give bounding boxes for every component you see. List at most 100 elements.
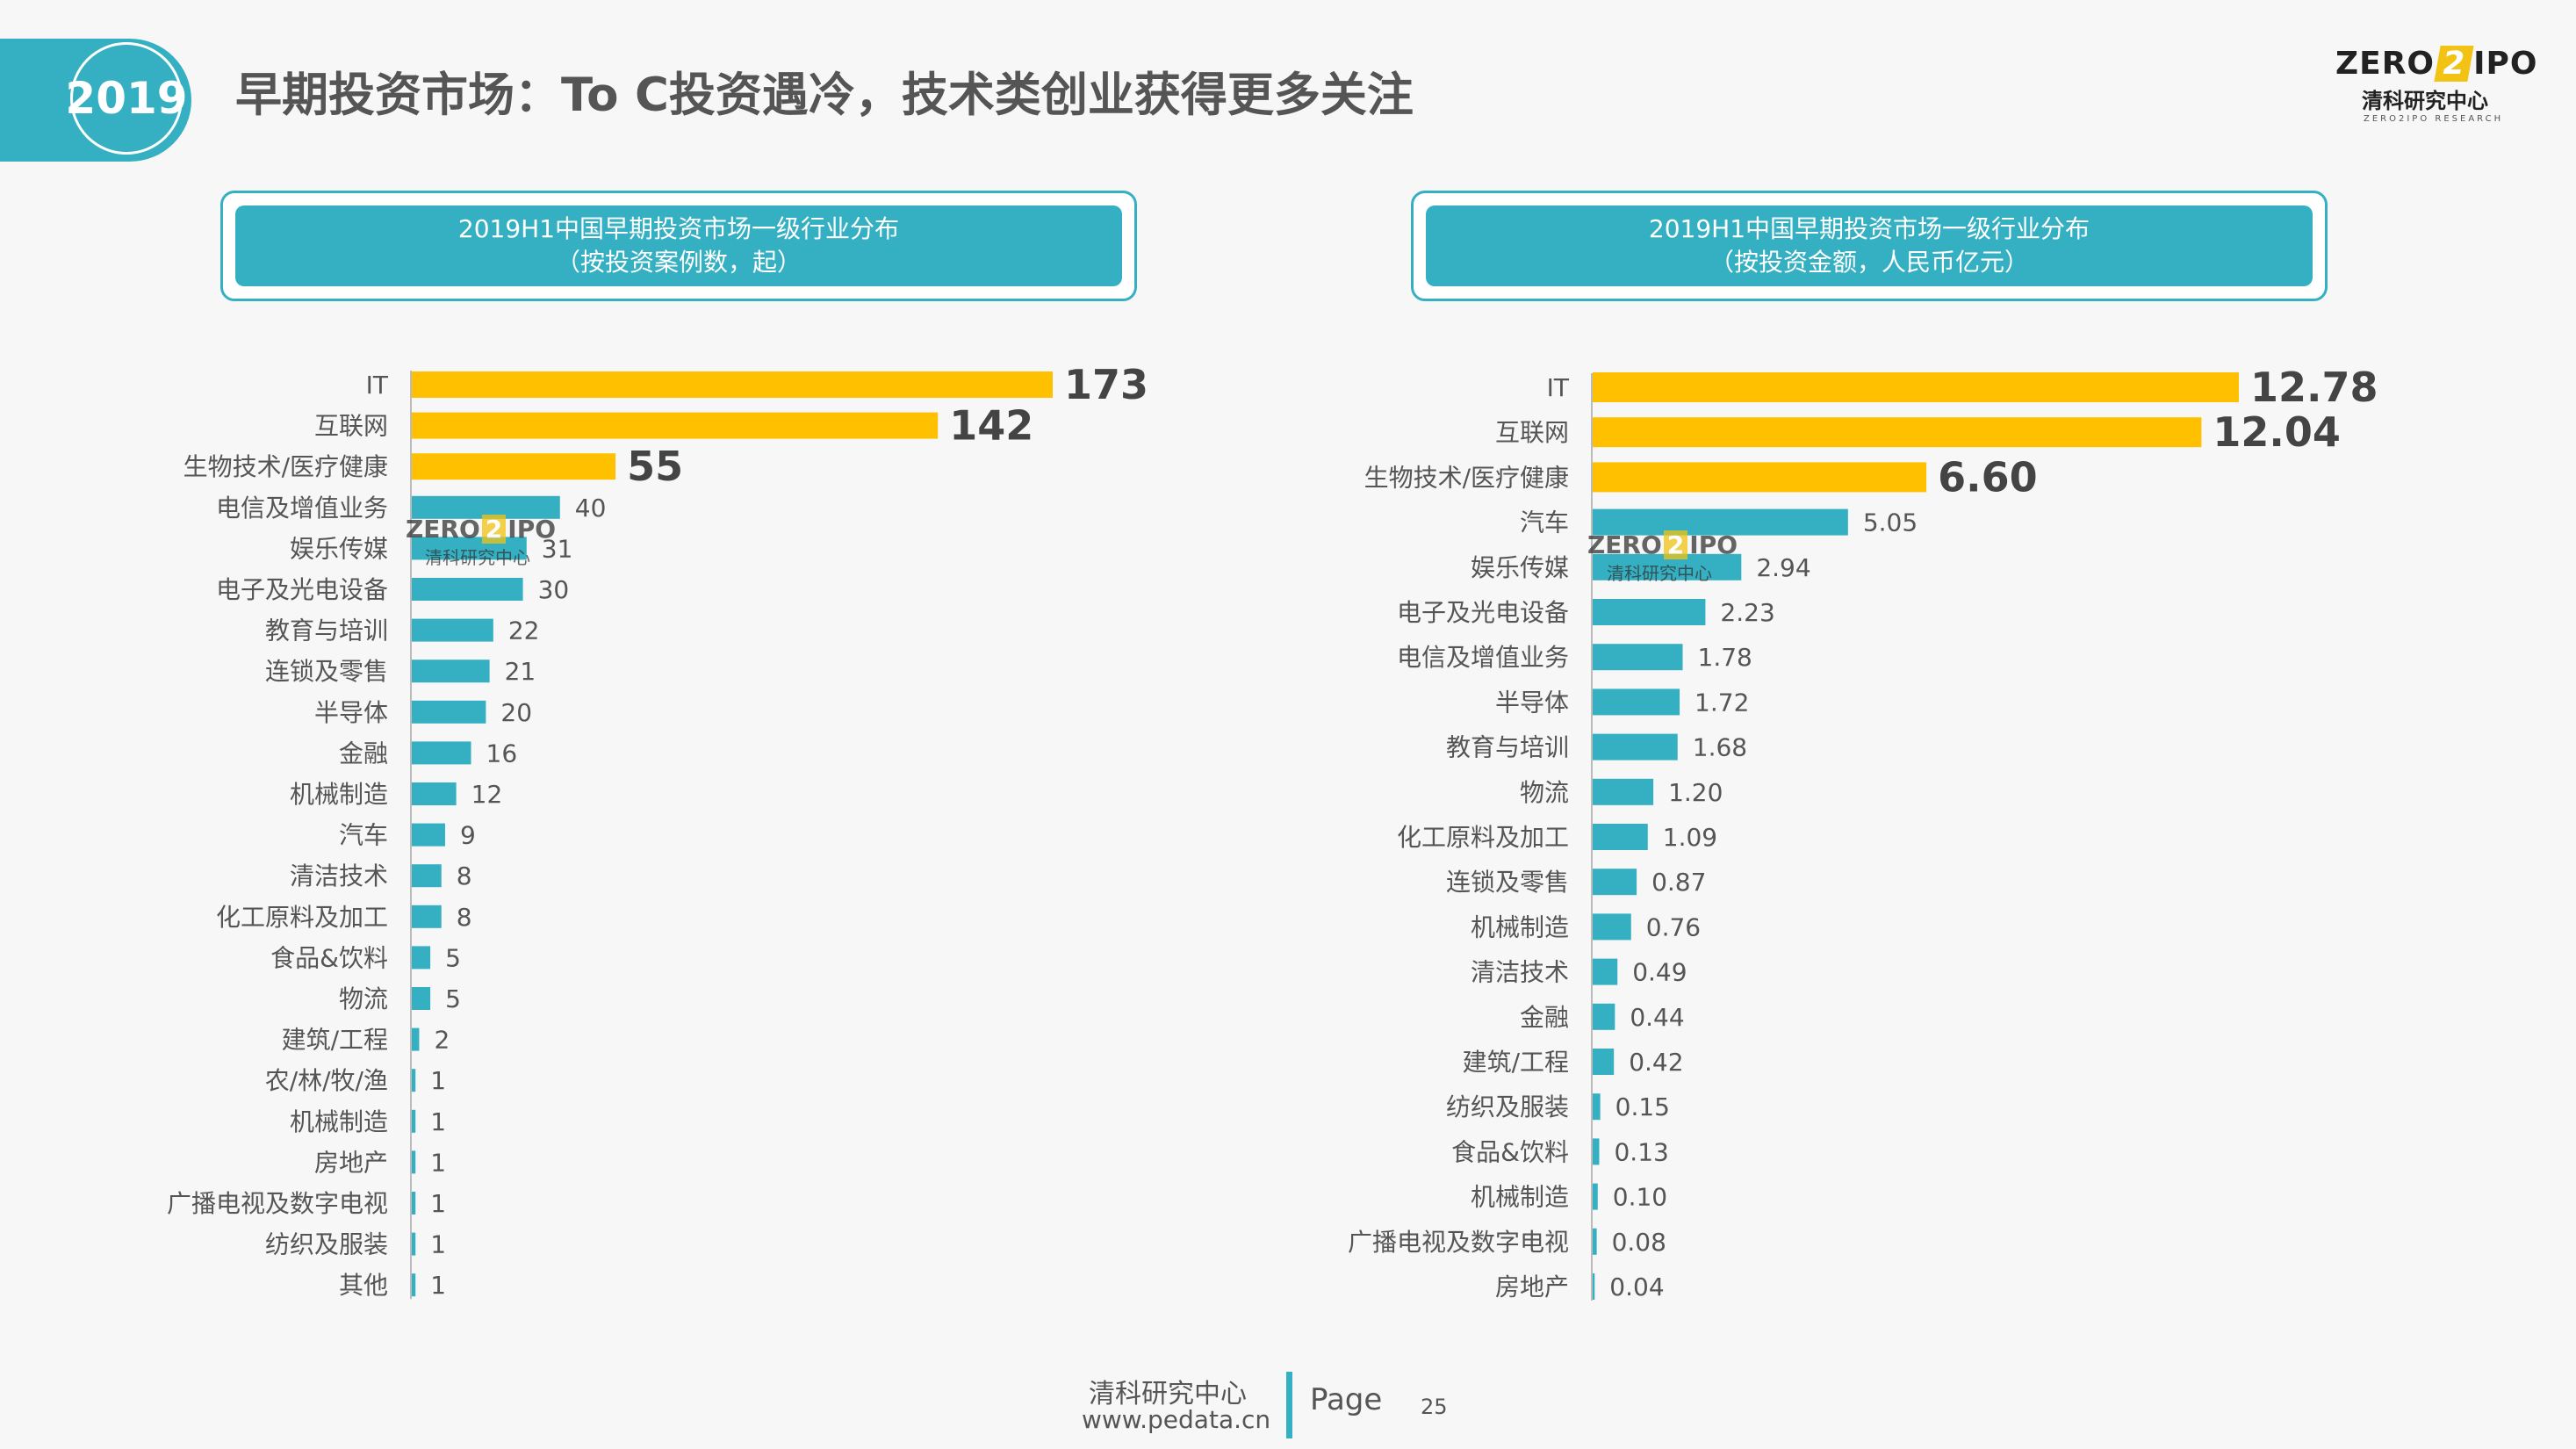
category-label: 广播电视及数字电视 <box>1348 1228 1569 1257</box>
bar <box>1593 417 2202 448</box>
value-label: 8 <box>457 861 472 890</box>
category-label: 电子及光电设备 <box>1397 598 1569 627</box>
bar <box>1593 733 1678 761</box>
value-label: 1 <box>430 1271 446 1300</box>
value-label: 5 <box>445 943 461 972</box>
bar <box>412 1069 416 1092</box>
value-label: 12.04 <box>2213 408 2341 456</box>
category-label: 互联网 <box>1495 418 1569 447</box>
bar <box>412 741 471 765</box>
bar <box>1593 688 1680 716</box>
footer-org-name: 清科研究中心 <box>1089 1379 1247 1409</box>
value-label: 1.20 <box>1668 778 1723 807</box>
value-label: 16 <box>486 739 518 768</box>
footer-page-number: 25 <box>1421 1395 1448 1419</box>
value-label: 31 <box>542 534 573 563</box>
value-label: 1 <box>430 1189 446 1218</box>
footer-url[interactable]: www.pedata.cn <box>1082 1405 1271 1434</box>
category-label: 清洁技术 <box>290 861 388 890</box>
value-label: 142 <box>949 402 1033 450</box>
category-label: 金融 <box>1520 1003 1569 1032</box>
bar <box>1593 1049 1615 1075</box>
bar <box>412 1109 416 1133</box>
right-bar-chart: IT 12.78 互联网 12.04 生物技术/医疗健康 6.60 汽车 5.05 娱乐传媒 2.… <box>1348 364 2378 1301</box>
category-label: 连锁及零售 <box>1446 868 1569 897</box>
bar <box>1593 824 1648 850</box>
category-label: 农/林/牧/渔 <box>265 1066 388 1095</box>
category-label: 物流 <box>1520 778 1569 807</box>
category-label: 纺织及服装 <box>265 1230 388 1259</box>
value-label: 1 <box>430 1148 446 1177</box>
value-label: 1 <box>430 1230 446 1259</box>
right-chart-title-panel: 2019H1中国早期投资市场一级行业分布 （按投资金额，人民币亿元） <box>1411 191 2328 301</box>
value-label: 5 <box>445 984 461 1013</box>
bar <box>412 412 939 439</box>
value-label: 8 <box>457 903 472 932</box>
bar <box>412 946 431 970</box>
category-label: 建筑/工程 <box>282 1026 388 1055</box>
bar <box>1593 1093 1601 1121</box>
value-label: 0.42 <box>1629 1048 1683 1077</box>
bar <box>412 1027 420 1051</box>
bar <box>412 660 490 683</box>
value-label: 1 <box>430 1107 446 1136</box>
value-label: 0.04 <box>1609 1272 1664 1301</box>
value-label: 0.10 <box>1613 1183 1667 1212</box>
value-label: 5.05 <box>1863 508 1918 537</box>
value-label: 0.49 <box>1632 958 1687 987</box>
category-label: 清洁技术 <box>1471 958 1569 987</box>
category-label: 化工原料及加工 <box>1397 823 1569 852</box>
value-label: 1 <box>430 1066 446 1095</box>
bar <box>1593 462 1927 493</box>
category-label: 生物技术/医疗健康 <box>1364 463 1569 492</box>
category-label: 广播电视及数字电视 <box>167 1189 388 1218</box>
bar <box>412 537 527 560</box>
bar <box>1593 1183 1598 1210</box>
left-chart-subtitle: （按投资案例数，起） <box>555 248 802 277</box>
category-label: 教育与培训 <box>1446 733 1569 762</box>
value-label: 21 <box>505 657 536 686</box>
value-label: 30 <box>538 575 570 604</box>
bar <box>1593 508 1848 536</box>
bar <box>1593 1138 1600 1165</box>
category-label: 教育与培训 <box>265 616 388 645</box>
year-badge: 2019 <box>65 42 188 155</box>
category-label: 机械制造 <box>290 1107 388 1136</box>
category-label: 汽车 <box>1520 508 1569 537</box>
category-label: 房地产 <box>1495 1272 1569 1301</box>
watermark-logo-right: ZERO 2 IPO 清科研究中心 <box>1587 530 1738 584</box>
category-label: 娱乐传媒 <box>1471 553 1569 582</box>
bar <box>412 453 616 480</box>
value-label: 2 <box>434 1026 450 1055</box>
bar <box>1593 913 1631 941</box>
category-label: 生物技术/医疗健康 <box>183 452 388 481</box>
bar <box>412 782 457 805</box>
bar <box>412 371 1053 398</box>
value-label: 0.87 <box>1651 868 1706 897</box>
value-label: 55 <box>627 443 683 490</box>
bar <box>1593 1228 1597 1255</box>
bar <box>1593 599 1706 625</box>
category-label: 其他 <box>339 1271 388 1300</box>
category-label: IT <box>1547 373 1570 402</box>
category-label: 连锁及零售 <box>265 657 388 686</box>
value-label: 22 <box>508 616 540 645</box>
category-label: 机械制造 <box>290 780 388 809</box>
bar <box>1593 644 1683 671</box>
category-label: 房地产 <box>314 1148 388 1177</box>
value-label: 0.13 <box>1614 1137 1668 1166</box>
category-label: 机械制造 <box>1471 912 1569 941</box>
category-label: 电信及增值业务 <box>216 494 388 523</box>
value-label: 12 <box>471 780 503 809</box>
right-chart-subtitle: （按投资金额，人民币亿元） <box>1709 248 2029 277</box>
bar <box>1593 778 1654 805</box>
value-label: 173 <box>1064 361 1148 408</box>
category-label: 食品&饮料 <box>1451 1137 1569 1166</box>
value-label: 0.08 <box>1612 1228 1666 1257</box>
category-label: 电子及光电设备 <box>216 575 388 604</box>
zero2ipo-logo: ZERO 2 IPO 清科研究中心 ZERO2IPO RESEARCH <box>2335 46 2538 124</box>
bar <box>412 1232 416 1256</box>
value-label: 2.94 <box>1756 553 1810 582</box>
left-chart-title: 2019H1中国早期投资市场一级行业分布 <box>457 214 900 243</box>
value-label: 1.78 <box>1698 643 1752 672</box>
